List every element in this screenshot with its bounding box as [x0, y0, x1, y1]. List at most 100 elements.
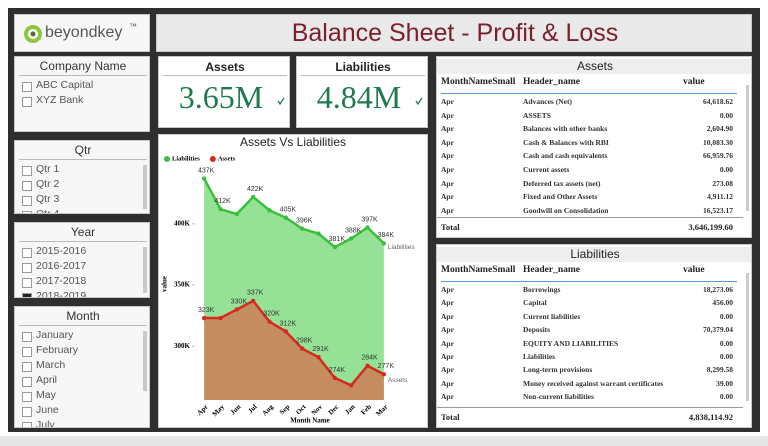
- checkbox[interactable]: [22, 362, 32, 372]
- area-fill: [204, 300, 384, 400]
- slicer-item[interactable]: Qtr 4: [36, 208, 60, 214]
- total-value: 4,838,114.92: [688, 412, 733, 422]
- series-end-label: Assets: [388, 377, 408, 384]
- slicer-item[interactable]: April: [36, 374, 58, 386]
- slicer-item[interactable]: June: [36, 404, 59, 416]
- card-title: Assets: [205, 60, 245, 74]
- cell: Deposits: [523, 325, 551, 335]
- column-header: value: [683, 77, 705, 87]
- data-point: [250, 298, 256, 304]
- cell: Apr: [441, 365, 454, 375]
- y-tick-label: 300K: [174, 342, 191, 350]
- cell: Apr: [441, 338, 454, 348]
- slicer-item[interactable]: 2017-2018: [36, 275, 87, 287]
- data-label: 337K: [247, 290, 264, 297]
- data-label: 388K: [345, 227, 362, 234]
- data-point: [299, 346, 305, 351]
- column-header: Header_name: [523, 77, 580, 87]
- cell: Apr: [441, 151, 454, 161]
- cell: Borrowings: [523, 285, 561, 294]
- status-strip: [0, 436, 768, 446]
- slicer-item[interactable]: January: [36, 329, 74, 341]
- checkbox[interactable]: [22, 263, 32, 273]
- checkbox[interactable]: [22, 407, 32, 417]
- data-label: 274K: [329, 367, 346, 374]
- cell: Apr: [441, 311, 454, 321]
- slicer-item[interactable]: May: [36, 389, 56, 401]
- checkbox[interactable]: [22, 392, 32, 402]
- chart-border: [158, 134, 428, 428]
- cell: ASSETS: [523, 110, 551, 120]
- legend-marker: [164, 156, 170, 162]
- checkbox[interactable]: [22, 293, 32, 297]
- cell: 0.00: [719, 338, 733, 348]
- data-point: [316, 354, 321, 360]
- kpi-card: Liabilities 4.84M: [296, 56, 428, 128]
- data-point: [201, 176, 207, 181]
- cell: Apr: [441, 298, 454, 308]
- data-label: 384K: [378, 232, 395, 239]
- slicer-item[interactable]: Qtr 1: [36, 163, 60, 175]
- scrollbar: [143, 331, 147, 391]
- data-point: [348, 236, 354, 241]
- data-label: 396K: [296, 218, 313, 225]
- data-point: [283, 215, 289, 220]
- slicer-item[interactable]: Qtr 2: [36, 178, 60, 190]
- cell: Goodwill on Consolidation: [523, 205, 609, 215]
- chart: Assets Vs Liabilities value Month Name 300K…: [158, 134, 428, 428]
- slicer: Year 2015-2016 2016-2017 2017-2018 2018-2019: [14, 222, 150, 298]
- cell: Apr: [441, 325, 454, 335]
- slicer-title: Company Name: [39, 59, 127, 73]
- slicer-item[interactable]: 2015-2016: [36, 245, 87, 257]
- checkbox[interactable]: [22, 347, 32, 357]
- column-header: Header_name: [523, 265, 580, 275]
- logo-icon: [24, 25, 42, 43]
- scrollbar: [143, 247, 147, 293]
- cell: 273.08: [712, 178, 733, 188]
- slicer-item[interactable]: 2016-2017: [36, 260, 87, 272]
- slicer-item[interactable]: 2018-2019: [36, 290, 87, 298]
- data-point: [381, 241, 387, 246]
- data-point: [316, 231, 321, 236]
- slicer-item[interactable]: Qtr 3: [36, 193, 60, 205]
- series-end-label: Liabilities: [388, 244, 415, 251]
- slicer: Company Name ABC Capital XYZ Bank: [14, 56, 150, 132]
- cell: 0.00: [719, 165, 733, 174]
- cell: Apr: [441, 165, 454, 174]
- x-tick-label: Jun: [229, 403, 243, 417]
- x-tick-label: Apr: [196, 403, 210, 417]
- data-label: 405K: [280, 207, 297, 214]
- cell: Apr: [441, 110, 454, 120]
- checkbox[interactable]: [22, 248, 32, 258]
- checkbox[interactable]: [22, 422, 32, 427]
- y-axis-title: value: [161, 276, 169, 292]
- x-tick-label: Feb: [359, 403, 373, 417]
- cell: Cash and cash equivalents: [523, 151, 608, 161]
- checkbox[interactable]: [22, 196, 32, 206]
- cell: Capital: [523, 298, 547, 308]
- slicer-item[interactable]: February: [36, 344, 79, 356]
- data-point: [218, 206, 223, 212]
- slicer-item[interactable]: July: [36, 419, 55, 428]
- cell: Apr: [441, 178, 454, 188]
- checkbox[interactable]: [22, 181, 32, 191]
- checkbox[interactable]: [22, 278, 32, 288]
- checkbox[interactable]: [22, 166, 32, 176]
- slicer-item[interactable]: XYZ Bank: [36, 94, 84, 106]
- x-axis-title: Month Name: [290, 417, 329, 425]
- checkbox[interactable]: [22, 332, 32, 342]
- cell: Current liabilities: [523, 311, 581, 321]
- checkbox[interactable]: [22, 211, 32, 213]
- data-point: [332, 244, 338, 250]
- checkbox[interactable]: [22, 97, 32, 107]
- cell: Deferred tax assets (net): [523, 178, 601, 188]
- header-line: [441, 93, 737, 94]
- cell: Apr: [441, 205, 454, 215]
- slicer-item[interactable]: March: [36, 359, 66, 371]
- slicer-item[interactable]: ABC Capital: [36, 79, 94, 91]
- kpi-card: Assets 3.65M: [158, 56, 290, 128]
- cell: Apr: [441, 124, 454, 134]
- checkbox[interactable]: [22, 82, 32, 92]
- checkbox[interactable]: [22, 377, 32, 387]
- title-panel: Balance Sheet - Profit & Loss: [156, 14, 752, 52]
